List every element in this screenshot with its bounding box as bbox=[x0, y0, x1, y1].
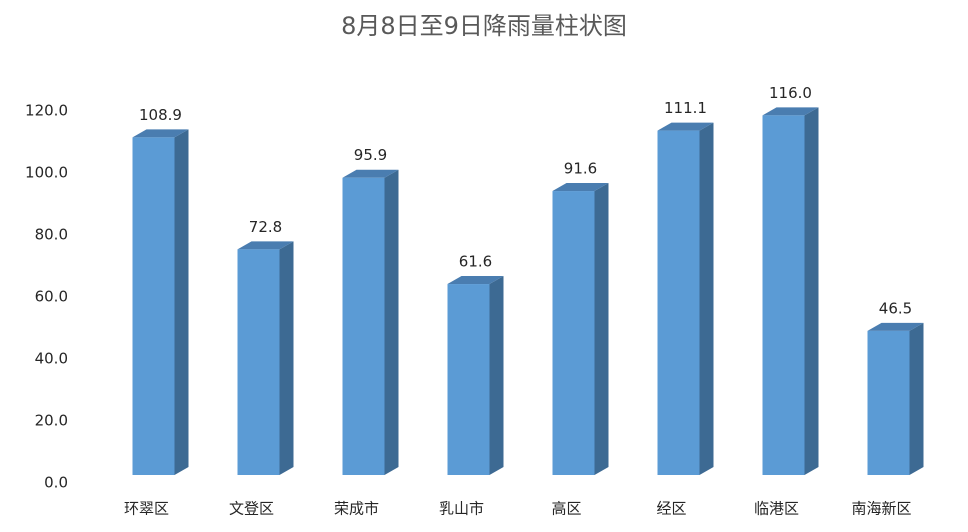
chart-title: 8月8日至9日降雨量柱状图 bbox=[341, 12, 627, 40]
bar-top bbox=[657, 122, 714, 131]
bar-top bbox=[342, 169, 399, 178]
bar-side bbox=[804, 107, 819, 476]
data-label: 46.5 bbox=[879, 299, 912, 317]
x-tick-label: 经区 bbox=[656, 500, 686, 518]
data-label: 108.9 bbox=[139, 106, 182, 124]
y-tick-label: 40.0 bbox=[35, 350, 68, 368]
bar bbox=[237, 249, 280, 475]
data-label: 111.1 bbox=[664, 99, 707, 117]
x-tick-label: 文登区 bbox=[229, 500, 274, 518]
bar-top bbox=[132, 129, 189, 138]
bar-side bbox=[174, 129, 189, 475]
bar bbox=[447, 284, 490, 475]
bar-side bbox=[489, 276, 504, 475]
bar-side bbox=[594, 183, 609, 476]
bar-top bbox=[867, 322, 924, 331]
bar-top bbox=[237, 241, 294, 250]
bar bbox=[552, 191, 595, 476]
bar bbox=[867, 330, 910, 475]
bar bbox=[132, 137, 175, 475]
bar-top bbox=[447, 276, 504, 285]
bar-top bbox=[552, 183, 609, 192]
y-tick-label: 100.0 bbox=[25, 164, 68, 182]
bar-top bbox=[762, 107, 819, 116]
x-tick-label: 环翠区 bbox=[124, 500, 169, 518]
data-label: 116.0 bbox=[769, 84, 812, 102]
data-label: 61.6 bbox=[459, 253, 492, 271]
bar bbox=[342, 177, 385, 475]
x-tick-label: 南海新区 bbox=[851, 500, 911, 518]
bar-side bbox=[384, 169, 399, 475]
y-tick-label: 60.0 bbox=[35, 288, 68, 306]
y-tick-label: 80.0 bbox=[35, 226, 68, 244]
data-label: 91.6 bbox=[564, 160, 597, 178]
bar-side bbox=[279, 241, 294, 475]
x-tick-label: 荣成市 bbox=[334, 500, 379, 518]
bar-side bbox=[699, 122, 714, 475]
data-label: 72.8 bbox=[249, 218, 282, 236]
bar bbox=[657, 130, 700, 475]
x-tick-label: 临港区 bbox=[754, 500, 799, 518]
data-label: 95.9 bbox=[354, 146, 387, 164]
bar bbox=[762, 115, 805, 476]
bar-side bbox=[909, 322, 924, 475]
y-tick-label: 120.0 bbox=[25, 102, 68, 120]
x-tick-label: 高区 bbox=[551, 500, 581, 518]
x-tick-label: 乳山市 bbox=[439, 500, 484, 518]
y-tick-label: 0.0 bbox=[44, 474, 68, 492]
y-tick-label: 20.0 bbox=[35, 412, 68, 430]
